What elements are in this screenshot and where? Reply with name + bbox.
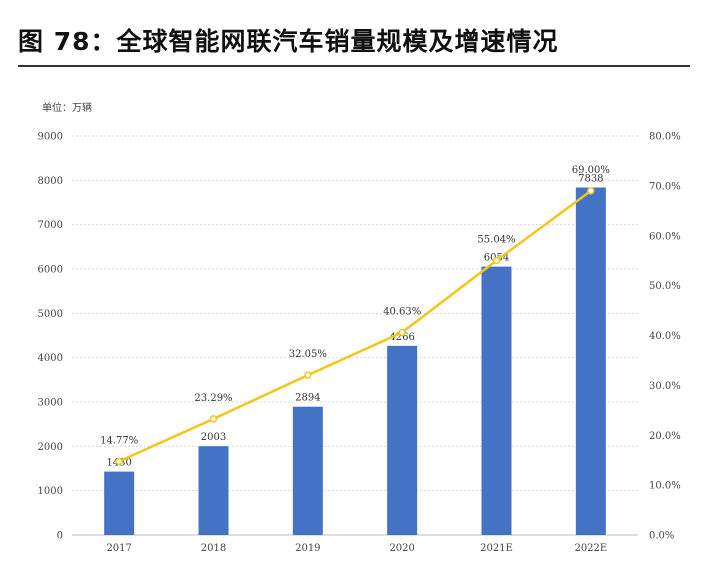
x-tick-label: 2019 [295, 543, 320, 554]
growth-data-label: 55.04% [477, 234, 515, 245]
y-right-tick-label: 60.0% [649, 231, 681, 242]
y-right-tick-label: 70.0% [649, 181, 681, 192]
y-right-tick-label: 0.0% [649, 531, 674, 542]
bar [198, 446, 229, 535]
x-tick-label: 2020 [389, 543, 414, 554]
y-right-tick-label: 10.0% [649, 481, 681, 492]
figure-title: 图 78：全球智能网联汽车销量规模及增速情况 [18, 27, 559, 56]
growth-point [492, 256, 501, 265]
growth-data-label: 32.05% [289, 349, 327, 360]
growth-point [398, 328, 406, 337]
growth-data-label: 23.29% [194, 393, 232, 404]
growth-line [118, 189, 592, 463]
y-right-tick-label: 40.0% [649, 331, 681, 342]
bar [575, 187, 606, 536]
y-left-tick-label: 5000 [38, 309, 63, 320]
y-right-tick-label: 80.0% [649, 132, 681, 143]
y-left-tick-label: 0 [57, 531, 63, 542]
y-left-tick-label: 8000 [38, 176, 63, 187]
growth-point [209, 415, 218, 423]
bar [387, 345, 418, 535]
growth-point [115, 457, 123, 466]
growth-data-label: 69.00% [572, 165, 610, 176]
x-tick-label: 2021E [480, 543, 513, 554]
x-tick-label: 2022E [574, 543, 607, 554]
y-right-tick-label: 50.0% [649, 281, 681, 292]
title-divider [18, 65, 690, 67]
bar [481, 266, 512, 535]
y-left-tick-label: 7000 [38, 220, 63, 231]
y-left-tick-label: 2000 [38, 442, 63, 453]
y-left-tick-label: 3000 [38, 398, 63, 409]
growth-data-label: 14.77% [100, 435, 138, 446]
bar [104, 471, 135, 535]
y-left-tick-label: 6000 [38, 265, 63, 276]
y-right-tick-label: 30.0% [649, 381, 681, 392]
bar [292, 406, 323, 535]
growth-point [587, 187, 595, 195]
y-left-tick-label: 1000 [38, 486, 63, 497]
unit-label: 单位：万辆 [42, 103, 92, 114]
growth-data-label: 40.63% [383, 306, 421, 317]
x-tick-label: 2017 [106, 543, 131, 554]
y-right-tick-label: 20.0% [649, 431, 681, 442]
y-left-tick-label: 9000 [38, 132, 63, 143]
bar-data-label: 4266 [389, 332, 414, 343]
x-tick-label: 2018 [201, 543, 226, 554]
y-left-tick-label: 4000 [38, 353, 63, 364]
bar-data-label: 7838 [578, 174, 603, 185]
growth-point [304, 371, 312, 379]
bar-data-label: 2003 [201, 432, 226, 443]
bar-data-label: 2894 [295, 393, 320, 404]
